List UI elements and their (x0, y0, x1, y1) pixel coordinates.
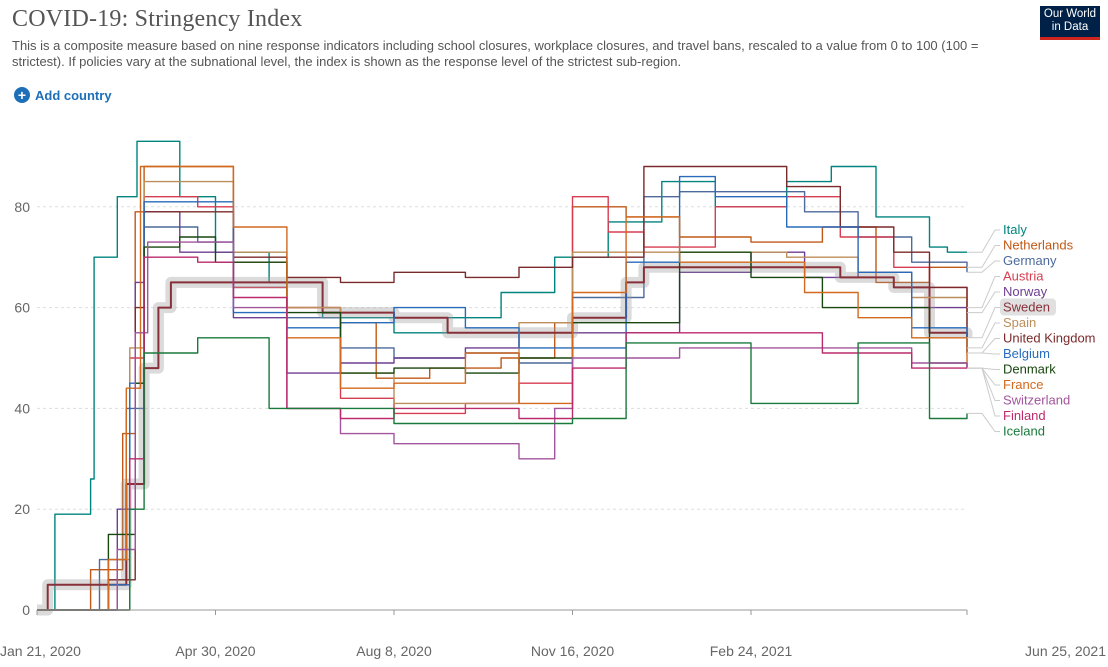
plus-circle-icon: + (14, 87, 30, 103)
y-tick-label: 20 (14, 501, 30, 517)
series-line-netherlands (37, 165, 967, 611)
y-tick-label: 40 (14, 400, 30, 416)
legend-label-united-kingdom: United Kingdom (1003, 331, 1096, 346)
legend-label-netherlands: Netherlands (1003, 238, 1074, 253)
logo-line-1: Our World (1043, 8, 1097, 20)
line-layer (37, 140, 973, 616)
series-line-sweden (37, 266, 968, 611)
legend-label-finland: Finland (1003, 408, 1046, 423)
axis-layer: 0 20 40 60 80 Jan 21, 2020 Apr 30, 2020 Aug 8, … (0, 199, 1106, 659)
legend-connector (967, 291, 1000, 314)
legend-label-norway: Norway (1003, 284, 1048, 299)
legend-connector (967, 276, 1000, 309)
x-tick-label: Apr 30, 2020 (175, 643, 255, 659)
x-tick-label: Nov 16, 2020 (531, 643, 614, 659)
x-tick-label: Jan 21, 2020 (0, 643, 81, 659)
legend-connector (967, 229, 1000, 253)
legend-connector (967, 245, 1000, 268)
x-tick-label: Feb 24, 2021 (710, 643, 793, 659)
chart-title: COVID-19: Stringency Index (12, 6, 303, 32)
legend-connector (967, 322, 1000, 349)
x-tick-label: Aug 8, 2020 (356, 643, 432, 659)
legend-label-switzerland: Switzerland (1003, 393, 1070, 408)
x-tick-label: Jun 25, 2021 (1025, 643, 1106, 659)
add-country-label: Add country (35, 87, 112, 103)
series-line-spain (37, 180, 968, 611)
owid-logo[interactable]: Our World in Data (1040, 6, 1100, 40)
legend-label-spain: Spain (1003, 315, 1036, 330)
series-line-united-kingdom (37, 165, 968, 611)
legend-label-austria: Austria (1003, 269, 1044, 284)
legend-label-italy: Italy (1003, 222, 1027, 237)
chart-subtitle: This is a composite measure based on nin… (12, 38, 979, 69)
series-line-finland (37, 256, 967, 611)
y-tick-label: 0 (22, 602, 30, 618)
series-line-switzerland (37, 241, 968, 611)
legend-connector (967, 307, 1000, 339)
logo-line-2: in Data (1051, 21, 1089, 33)
legend-highlight (1000, 298, 1056, 316)
legend-layer: ItalyNetherlandsGermanyAustriaNorwaySwed… (967, 222, 1096, 439)
series-line-iceland (37, 337, 968, 611)
series-line-germany (37, 191, 968, 611)
legend-label-sweden: Sweden (1003, 300, 1050, 315)
series-line-france (37, 165, 968, 611)
legend-label-germany: Germany (1003, 253, 1057, 268)
legend-label-belgium: Belgium (1003, 346, 1050, 361)
legend-connector (967, 412, 1000, 432)
legend-connector (967, 260, 1000, 273)
legend-label-iceland: Iceland (1003, 424, 1045, 439)
series-highlight-sweden (37, 261, 973, 616)
legend-label-denmark: Denmark (1003, 362, 1056, 377)
y-tick-label: 80 (14, 199, 30, 215)
legend-connector (967, 352, 1000, 355)
add-country-button[interactable]: + Add country (14, 87, 112, 103)
y-tick-label: 60 (14, 300, 30, 316)
legend-connector (967, 367, 1000, 417)
legend-label-france: France (1003, 377, 1043, 392)
